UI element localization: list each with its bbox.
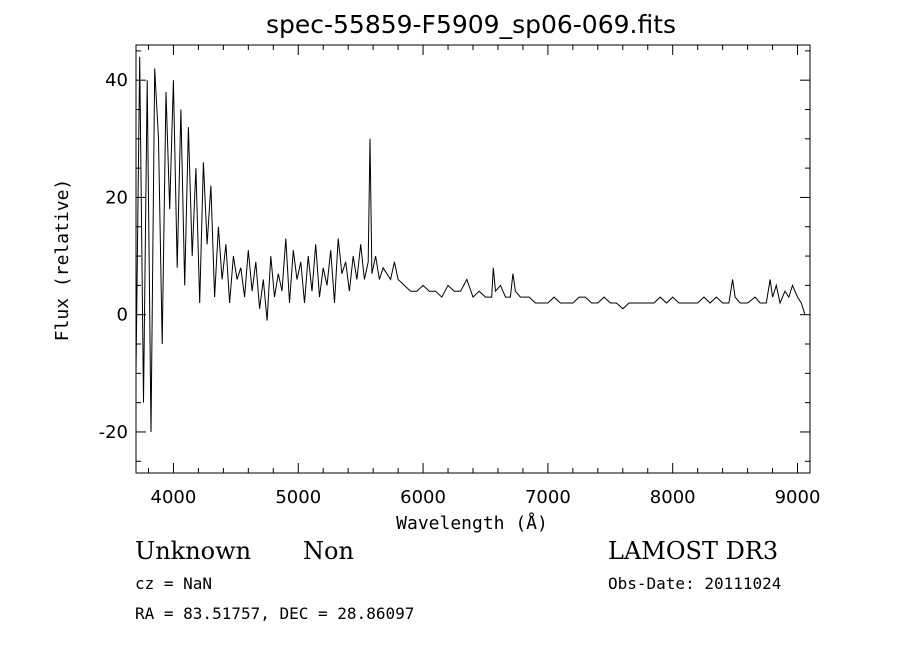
- y-axis-tick-labels: -20 0 20 40: [99, 70, 128, 443]
- x-tick-label: 9000: [775, 487, 821, 508]
- y-tick-label: 0: [117, 305, 128, 326]
- y-tick-label: -20: [99, 422, 128, 443]
- coordinates-label: RA = 83.51757, DEC = 28.86097: [135, 604, 414, 623]
- x-axis-ticks: [147, 45, 799, 473]
- x-tick-label: 8000: [650, 487, 696, 508]
- y-axis-ticks: [136, 50, 810, 462]
- y-axis-label: Flux (relative): [52, 179, 73, 342]
- x-axis-label: Wavelength (Å): [396, 512, 548, 534]
- x-tick-label: 6000: [400, 487, 446, 508]
- x-axis-tick-labels: 4000 5000 6000 7000 8000 9000: [151, 487, 821, 508]
- x-tick-label: 7000: [525, 487, 571, 508]
- chart-title: spec-55859-F5909_sp06-069.fits: [266, 10, 676, 39]
- x-tick-label: 5000: [275, 487, 321, 508]
- x-tick-label: 4000: [151, 487, 197, 508]
- y-tick-label: 20: [105, 187, 128, 208]
- object-class-label: Unknown: [135, 537, 251, 565]
- plot-frame: [135, 44, 811, 474]
- redshift-label: cz = NaN: [135, 574, 212, 593]
- y-tick-label: 40: [105, 70, 128, 91]
- object-subclass-label: Non: [303, 537, 354, 565]
- spectrum-series-line: [135, 56, 806, 433]
- obs-date-label: Obs-Date: 20111024: [608, 574, 781, 593]
- survey-label: LAMOST DR3: [608, 537, 778, 565]
